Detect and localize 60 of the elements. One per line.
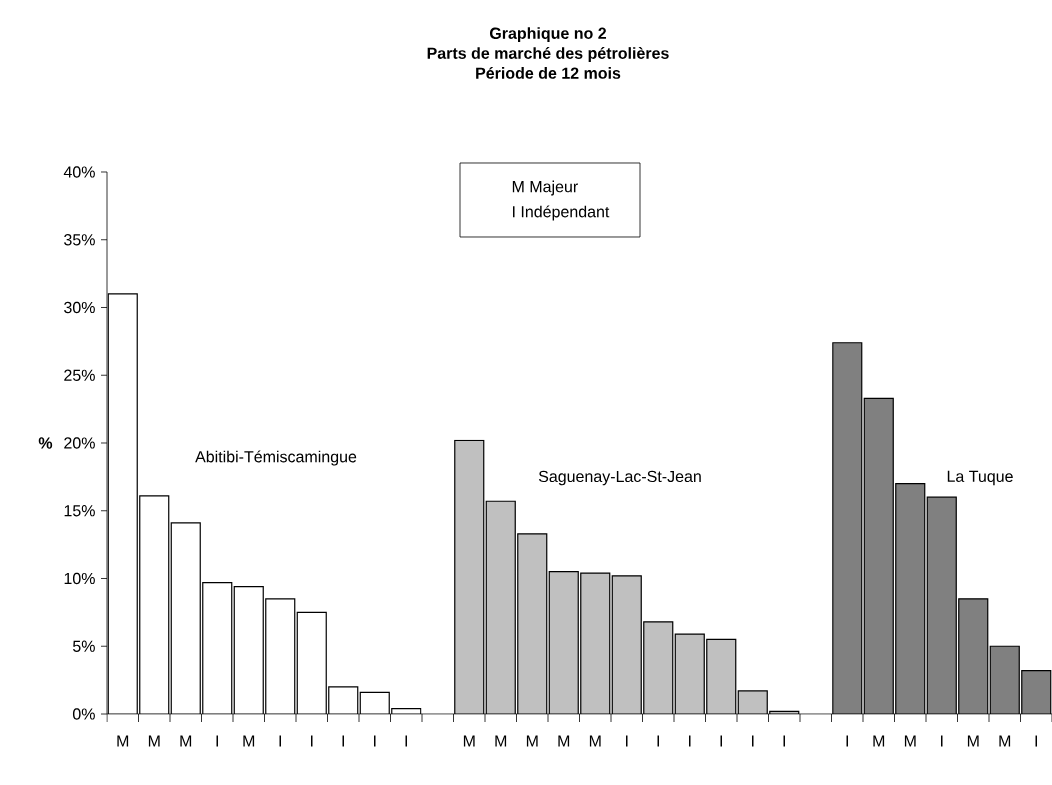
x-tick-label: I xyxy=(279,735,281,747)
bar xyxy=(832,342,862,714)
x-tick-label: M xyxy=(873,735,885,747)
bar xyxy=(1021,670,1052,714)
x-tick-label: I xyxy=(311,735,313,747)
bar xyxy=(580,573,610,714)
x-tick-label: I xyxy=(752,735,754,747)
bar xyxy=(990,646,1020,714)
y-tick-label: 0% xyxy=(72,708,95,720)
y-tick-label: 15% xyxy=(64,505,95,517)
bar xyxy=(549,571,579,714)
bar xyxy=(675,634,705,714)
x-tick-label: I xyxy=(689,735,691,747)
bar xyxy=(454,440,484,714)
x-tick-label: I xyxy=(1035,735,1037,747)
x-tick-label: I xyxy=(374,735,376,747)
bar xyxy=(517,533,547,714)
x-tick-label: M xyxy=(117,735,129,747)
y-tick-label: 40% xyxy=(63,166,95,178)
x-tick-label: I xyxy=(626,735,628,747)
bar xyxy=(927,497,957,714)
y-axis-title: % xyxy=(38,437,53,449)
x-tick-label: I xyxy=(720,735,722,747)
x-tick-label: I xyxy=(783,735,785,747)
bar xyxy=(706,639,736,714)
bar xyxy=(895,483,925,714)
x-tick-label: M xyxy=(558,735,570,747)
y-tick-label: 30% xyxy=(64,301,95,314)
y-tick-label: 5% xyxy=(72,640,95,652)
annotation: Saguenay-Lac-St-Jean xyxy=(538,470,701,486)
y-tick-label: 35% xyxy=(64,234,95,246)
annotation: I Indépendant xyxy=(513,205,610,221)
x-tick-label: M xyxy=(904,735,916,747)
annotation: M Majeur xyxy=(512,180,578,196)
y-tick-label: 10% xyxy=(64,572,95,585)
x-tick-label: M xyxy=(589,735,601,747)
bar xyxy=(643,621,673,714)
x-tick-label: M xyxy=(243,735,255,747)
x-tick-label: I xyxy=(846,735,848,747)
x-tick-label: I xyxy=(657,735,659,747)
bar xyxy=(486,501,516,714)
annotation: La Tuque xyxy=(947,470,1013,486)
x-tick-label: M xyxy=(495,735,507,747)
x-tick-label: M xyxy=(526,735,538,747)
y-tick-label: 25% xyxy=(64,369,95,381)
x-tick-label: I xyxy=(216,735,218,747)
x-tick-label: M xyxy=(180,735,192,747)
y-tick-label: 20% xyxy=(64,437,95,449)
annotation: Abitibi-Témiscamingue xyxy=(195,450,357,466)
x-tick-label: I xyxy=(342,735,344,747)
x-tick-label: M xyxy=(967,735,979,747)
x-tick-label: I xyxy=(941,735,943,747)
chart-title: Graphique no 2 Parts de marché des pétrolières Période de 12 mois xyxy=(427,27,669,79)
bar xyxy=(958,598,988,714)
bar xyxy=(612,575,642,714)
x-tick-label: M xyxy=(463,735,475,747)
x-tick-label: M xyxy=(148,735,160,747)
x-tick-label: I xyxy=(405,735,407,747)
bar xyxy=(864,398,894,714)
x-tick-label: M xyxy=(999,735,1011,747)
